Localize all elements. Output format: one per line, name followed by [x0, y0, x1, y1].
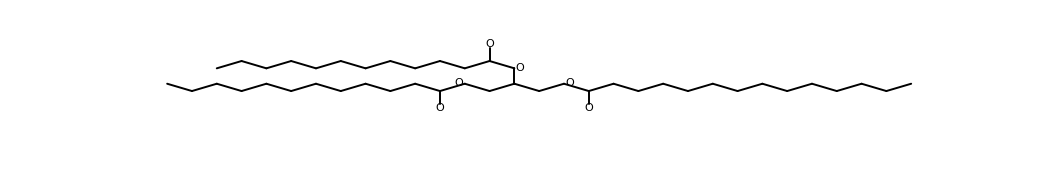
Text: O: O — [485, 39, 494, 49]
Text: O: O — [435, 103, 445, 113]
Text: O: O — [516, 62, 524, 73]
Text: O: O — [585, 103, 593, 113]
Text: O: O — [455, 78, 463, 88]
Text: O: O — [566, 78, 574, 88]
